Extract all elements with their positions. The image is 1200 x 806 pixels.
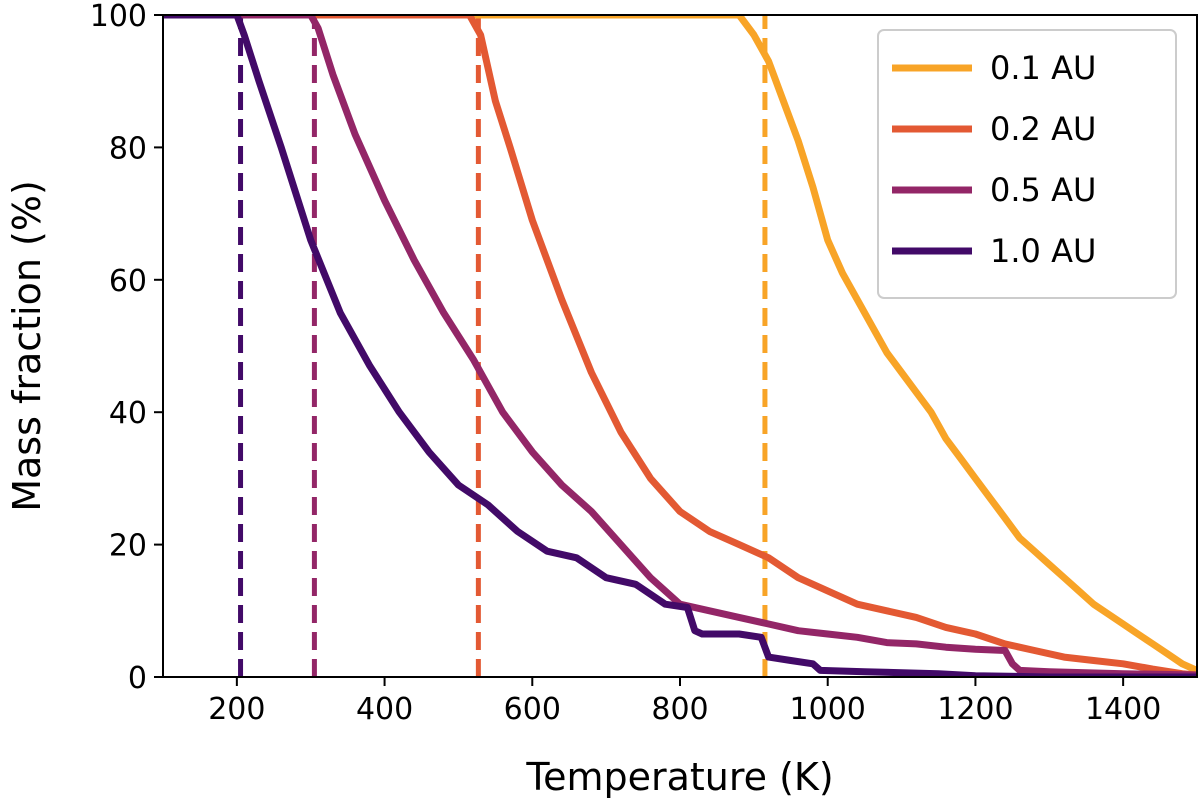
x-tick-label: 800	[651, 692, 708, 727]
x-tick-label: 1000	[790, 692, 866, 727]
y-tick-label: 60	[109, 264, 147, 299]
series-line-1_0-AU	[163, 15, 1197, 677]
x-tick-label: 1200	[937, 692, 1013, 727]
series-line-0_2-AU	[163, 15, 1197, 677]
legend-label: 0.5 AU	[990, 171, 1096, 209]
x-tick-label: 1400	[1085, 692, 1161, 727]
y-tick-label: 100	[90, 0, 147, 34]
legend-label: 0.2 AU	[990, 110, 1096, 148]
x-tick-label: 200	[208, 692, 265, 727]
y-tick-label: 80	[109, 131, 147, 166]
x-axis-label: Temperature (K)	[525, 755, 833, 799]
series-line-0_5-AU	[163, 15, 1197, 677]
y-axis-ticks: 0 20 40 60 80 100	[90, 0, 163, 696]
series-layer	[163, 15, 1197, 677]
y-tick-label: 0	[128, 661, 147, 696]
legend: 0.1 AU 0.2 AU 0.5 AU 1.0 AU	[877, 29, 1177, 299]
y-axis-label: Mass fraction (%)	[5, 180, 49, 512]
legend-box	[877, 29, 1177, 299]
x-tick-label: 600	[504, 692, 561, 727]
legend-label: 1.0 AU	[990, 232, 1096, 270]
x-axis-ticks: 200 400 600 800 1000 1200 1400	[208, 677, 1161, 727]
x-tick-label: 400	[356, 692, 413, 727]
y-tick-label: 20	[109, 529, 147, 564]
y-tick-label: 40	[109, 396, 147, 431]
legend-label: 0.1 AU	[990, 49, 1096, 87]
series-line-0_1-AU	[163, 15, 1197, 674]
